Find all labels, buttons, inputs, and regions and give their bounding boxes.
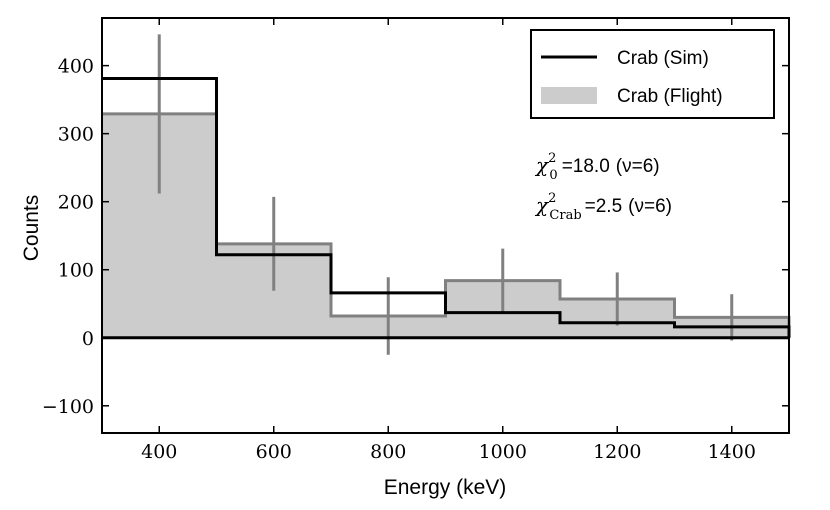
chi2-crab-sub: Crab: [549, 208, 581, 223]
legend: Crab (Sim) Crab (Flight): [530, 29, 775, 119]
x-tick-label-1200: 1200: [593, 441, 641, 463]
chi2-crab-sup: 2: [548, 191, 556, 206]
sim-step-layer: [102, 77, 791, 338]
y-tick-label--100: −100: [42, 396, 94, 418]
error-bar-layer: [157, 34, 734, 355]
axes-frame-layer: [101, 17, 790, 434]
x-tick-label-800: 800: [370, 441, 406, 463]
y-tick-label-100: 100: [58, 260, 94, 282]
y-axis-label: Counts: [20, 195, 43, 262]
legend-flight-swatch: [541, 87, 597, 104]
ticks-layer: 400 600 800 1000 1200 1400 −100 0 100 200 300 400: [42, 18, 789, 463]
chi2-null-dof: (ν=6): [616, 156, 660, 177]
x-tick-label-400: 400: [141, 441, 177, 463]
chi2-crab-value: =2.5: [585, 196, 623, 217]
x-axis-label: Energy (keV): [384, 476, 507, 499]
chi2-null-sub: 0: [549, 168, 557, 183]
x-tick-label-1400: 1400: [708, 441, 756, 463]
y-tick-label-0: 0: [82, 328, 94, 350]
sim-step-line: [102, 77, 791, 338]
axes-frame: [101, 17, 790, 434]
legend-flight-label: Crab (Flight): [617, 86, 723, 107]
chi2-null-sup: 2: [548, 151, 556, 166]
y-tick-label-300: 300: [58, 124, 94, 146]
x-tick-label-1000: 1000: [479, 441, 527, 463]
y-tick-label-200: 200: [58, 192, 94, 214]
y-tick-label-400: 400: [58, 56, 94, 78]
legend-sim-label: Crab (Sim): [617, 48, 709, 69]
x-tick-label-600: 600: [256, 441, 292, 463]
chi2-crab-symbol: χ: [534, 193, 550, 217]
chi2-null-annotation: χ2 0 =18.0 (ν=6): [534, 151, 660, 183]
chi2-null-value: =18.0: [562, 156, 610, 177]
chi2-null-symbol: χ: [534, 153, 550, 177]
chi2-crab-dof: (ν=6): [628, 196, 672, 217]
chi2-crab-annotation: χ2 Crab =2.5 (ν=6): [534, 191, 672, 223]
